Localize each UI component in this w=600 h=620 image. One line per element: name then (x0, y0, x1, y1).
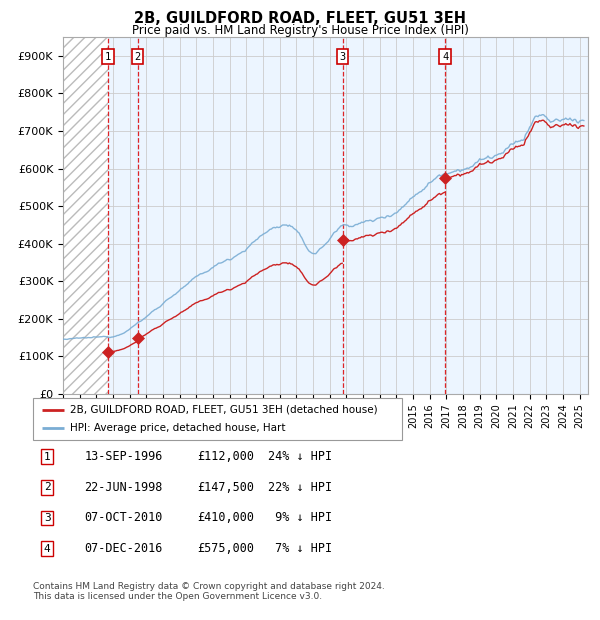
Text: 07-OCT-2010: 07-OCT-2010 (84, 512, 163, 525)
Text: 4: 4 (442, 52, 448, 62)
Text: £575,000: £575,000 (197, 542, 254, 555)
Text: 22-JUN-1998: 22-JUN-1998 (84, 480, 163, 494)
Text: £112,000: £112,000 (197, 450, 254, 463)
Text: 4: 4 (44, 544, 50, 554)
Text: 2B, GUILDFORD ROAD, FLEET, GU51 3EH: 2B, GUILDFORD ROAD, FLEET, GU51 3EH (134, 11, 466, 25)
Text: 22% ↓ HPI: 22% ↓ HPI (268, 480, 332, 494)
Text: Price paid vs. HM Land Registry's House Price Index (HPI): Price paid vs. HM Land Registry's House … (131, 24, 469, 37)
Bar (445, 37, 588, 394)
Text: 07-DEC-2016: 07-DEC-2016 (84, 542, 163, 555)
Text: 3: 3 (340, 52, 346, 62)
FancyBboxPatch shape (33, 398, 402, 440)
Text: £147,500: £147,500 (197, 480, 254, 494)
Text: 24% ↓ HPI: 24% ↓ HPI (268, 450, 332, 463)
Text: 1: 1 (44, 451, 50, 462)
Text: £410,000: £410,000 (197, 512, 254, 525)
Bar (137, 37, 343, 394)
Bar (108, 37, 137, 394)
Text: HPI: Average price, detached house, Hart: HPI: Average price, detached house, Hart (70, 423, 286, 433)
Text: 7% ↓ HPI: 7% ↓ HPI (268, 542, 332, 555)
Bar (343, 37, 445, 394)
Text: 13-SEP-1996: 13-SEP-1996 (84, 450, 163, 463)
Text: 1: 1 (105, 52, 111, 62)
Text: Contains HM Land Registry data © Crown copyright and database right 2024.
This d: Contains HM Land Registry data © Crown c… (33, 582, 385, 601)
Text: 2B, GUILDFORD ROAD, FLEET, GU51 3EH (detached house): 2B, GUILDFORD ROAD, FLEET, GU51 3EH (det… (70, 405, 377, 415)
Text: 9% ↓ HPI: 9% ↓ HPI (268, 512, 332, 525)
Text: 2: 2 (44, 482, 50, 492)
Text: 3: 3 (44, 513, 50, 523)
Text: 2: 2 (134, 52, 140, 62)
